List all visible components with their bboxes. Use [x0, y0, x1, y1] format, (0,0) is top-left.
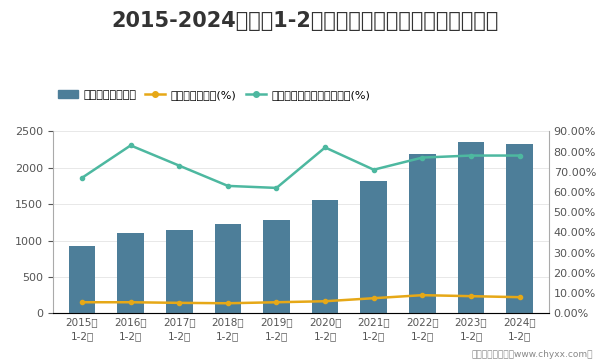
- 应收账款占营业收入的比重(%): [370, 168, 378, 172]
- 应收账款百分比(%): [370, 296, 378, 300]
- 应收账款占营业收入的比重(%): [321, 145, 329, 150]
- 应收账款百分比(%): [467, 294, 475, 298]
- 应收账款占营业收入的比重(%): [175, 163, 183, 168]
- Text: 制图：智研咨询（www.chyxx.com）: 制图：智研咨询（www.chyxx.com）: [471, 350, 593, 359]
- 应收账款占营业收入的比重(%): [419, 155, 426, 160]
- 应收账款百分比(%): [78, 300, 86, 305]
- 应收账款百分比(%): [175, 301, 183, 305]
- Bar: [458, 142, 485, 313]
- 应收账款占营业收入的比重(%): [127, 143, 134, 148]
- 应收账款占营业收入的比重(%): [273, 186, 280, 190]
- Line: 应收账款百分比(%): 应收账款百分比(%): [80, 293, 522, 305]
- 应收账款占营业收入的比重(%): [78, 176, 86, 180]
- 应收账款占营业收入的比重(%): [467, 154, 475, 158]
- 应收账款百分比(%): [273, 300, 280, 305]
- Bar: [214, 224, 241, 313]
- Line: 应收账款占营业收入的比重(%): 应收账款占营业收入的比重(%): [80, 143, 522, 190]
- Bar: [263, 220, 290, 313]
- 应收账款百分比(%): [516, 295, 523, 299]
- 应收账款百分比(%): [127, 300, 134, 305]
- Bar: [166, 230, 192, 313]
- Bar: [68, 246, 95, 313]
- Bar: [312, 200, 338, 313]
- Bar: [507, 144, 533, 313]
- 应收账款占营业收入的比重(%): [516, 154, 523, 158]
- Bar: [360, 181, 387, 313]
- Legend: 应收账款（亿元）, 应收账款百分比(%), 应收账款占营业收入的比重(%): 应收账款（亿元）, 应收账款百分比(%), 应收账款占营业收入的比重(%): [53, 86, 375, 105]
- 应收账款百分比(%): [224, 301, 232, 305]
- 应收账款占营业收入的比重(%): [224, 184, 232, 188]
- 应收账款百分比(%): [321, 299, 329, 303]
- Text: 2015-2024年各年1-2月云南省工业企业应收账款统计图: 2015-2024年各年1-2月云南省工业企业应收账款统计图: [112, 11, 499, 31]
- 应收账款百分比(%): [419, 293, 426, 297]
- Bar: [409, 154, 436, 313]
- Bar: [117, 233, 144, 313]
